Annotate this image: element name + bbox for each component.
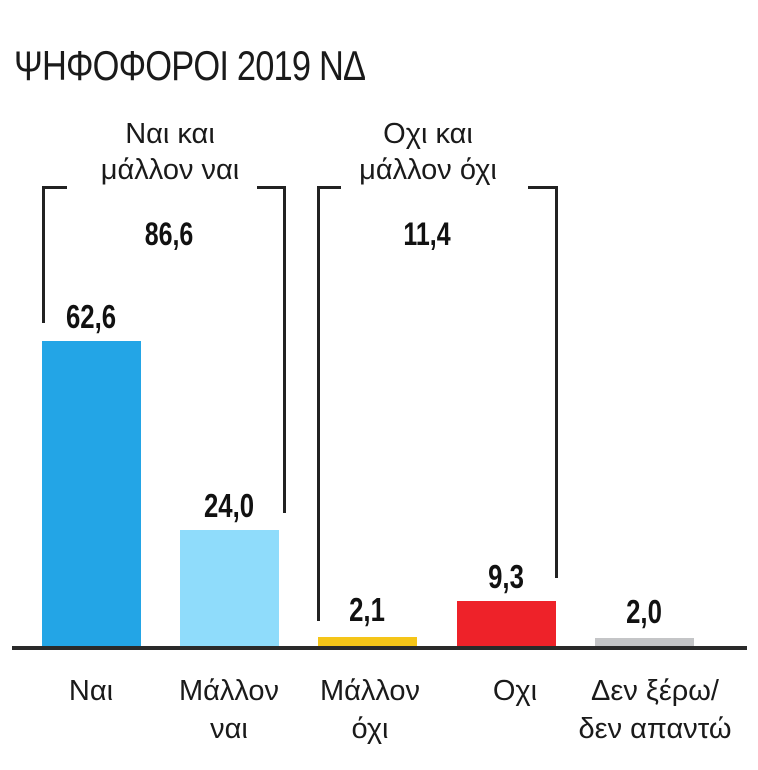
bracket-yes-left-horizontal [42,186,67,189]
bracket-no-right-vertical [555,186,558,578]
x-axis-line [12,646,747,650]
bar-value-rather-no: 2,1 [349,591,385,628]
bracket-no-left-vertical [317,186,320,621]
group-no-line1: Οχι και [383,118,473,150]
bracket-yes-left-vertical [42,186,45,323]
bar-value-yes: 62,6 [65,298,117,335]
bar-value-no: 9,3 [488,558,524,595]
bar-value-rather-yes: 24,0 [203,487,255,524]
x-label-rather-yes: Μάλλον ναι [178,675,280,745]
group-no-line2: μάλλον όχι [359,154,497,186]
bar-rather-yes [180,530,279,647]
x-label-yes: Ναι [68,675,114,707]
bracket-yes-right-vertical [283,186,286,513]
bracket-yes-right-horizontal [257,186,286,189]
group-no-label: Οχι και μάλλον όχι [328,116,528,188]
bar-rather-no [318,637,417,647]
x-label-no: Οχι [492,675,538,707]
group-yes-total: 86,6 [144,216,194,252]
group-yes-label: Ναι και μάλλον ναι [60,116,280,188]
group-no-total: 11,4 [403,216,451,252]
bar-dont-know [595,638,694,647]
bar-value-dont-know: 2,0 [626,593,662,630]
bracket-no-left-horizontal [317,186,341,189]
group-yes-line1: Ναι και [125,118,215,150]
x-label-rather-no: Μάλλον όχι [319,675,421,745]
bracket-no-right-horizontal [528,186,558,189]
bar-no [457,601,556,647]
bar-yes [42,341,141,647]
x-label-dont-know: Δεν ξέρω/ δεν απαντώ [578,675,732,745]
chart-title: ΨΗΦΟΦΟΡΟΙ 2019 ΝΔ [14,42,366,89]
group-yes-line2: μάλλον ναι [100,154,240,186]
